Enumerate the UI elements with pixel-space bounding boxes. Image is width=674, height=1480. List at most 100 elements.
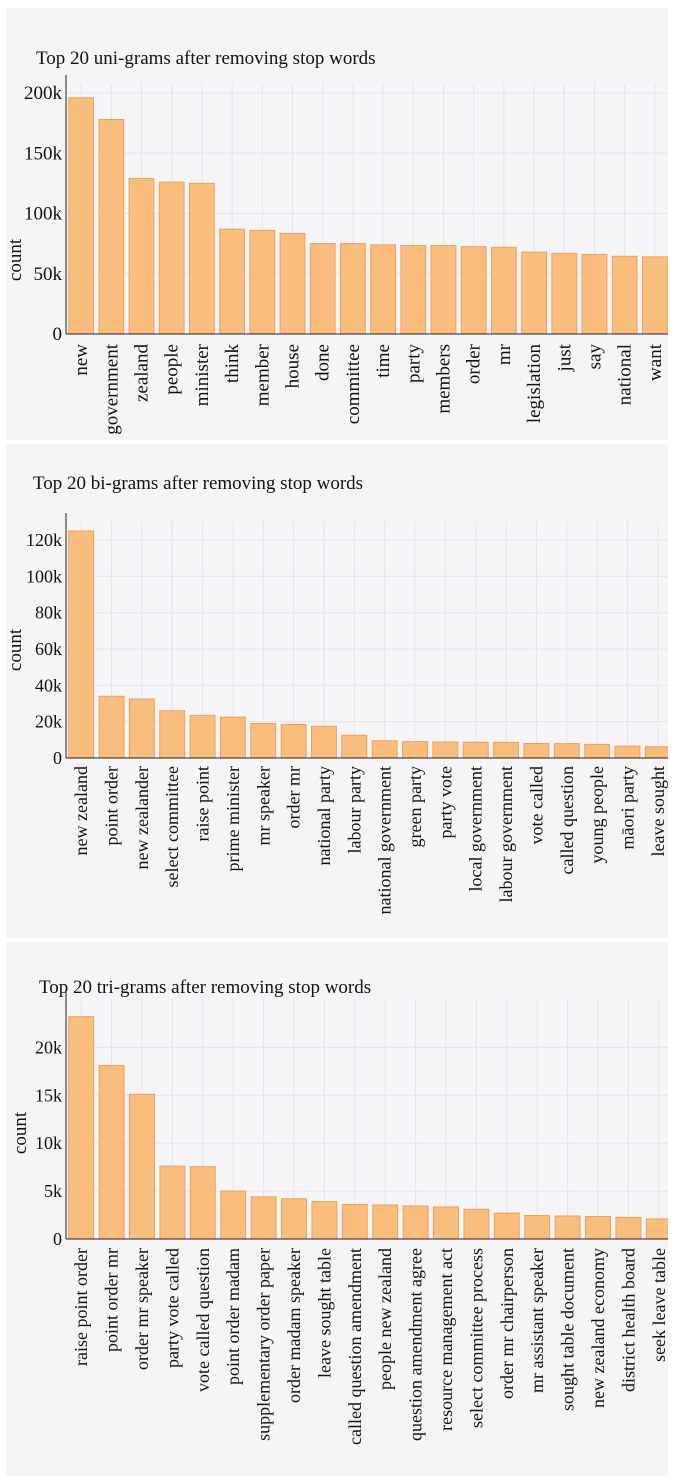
bigram-bar-5 bbox=[189, 714, 216, 759]
unigram-x-tick-label: new bbox=[71, 344, 92, 376]
trigram-x-tick-label: supplementary order paper bbox=[254, 1248, 274, 1441]
unigram-x-tick-label: want bbox=[645, 343, 666, 381]
unigram-x-tick-label: government bbox=[101, 343, 122, 434]
unigram-bar-14 bbox=[460, 246, 487, 335]
unigram-x-tick-label: think bbox=[222, 344, 243, 384]
unigram-x-tick-label: national bbox=[615, 344, 636, 405]
trigram-bar-20 bbox=[645, 1218, 668, 1240]
unigram-x-tick-label: minister bbox=[192, 343, 213, 406]
unigram-bar-3 bbox=[128, 178, 155, 335]
bigram-bar-14 bbox=[462, 741, 489, 759]
unigram-x-tick-label: done bbox=[313, 344, 334, 381]
trigram-bar-15 bbox=[493, 1212, 520, 1240]
trigram-x-tick-label: leave sought table bbox=[314, 1248, 334, 1378]
unigram-y-axis-label: count bbox=[6, 238, 26, 281]
bigram-bar-18 bbox=[584, 743, 611, 759]
bigram-x-tick-label: new zealander bbox=[132, 766, 152, 869]
unigram-bar-8 bbox=[279, 232, 306, 335]
bigram-bar-7 bbox=[250, 722, 277, 759]
bigram-x-tick-label: vote called bbox=[526, 766, 546, 844]
unigram-bar-4 bbox=[158, 181, 185, 335]
bigram-x-tick-label: young people bbox=[587, 766, 607, 863]
unigram-bar-15 bbox=[491, 246, 517, 335]
unigram-x-tick-label: people bbox=[162, 344, 183, 395]
trigram-x-tick-label: select committee process bbox=[466, 1248, 486, 1428]
trigram-bar-13 bbox=[433, 1206, 459, 1240]
bigram-x-tick-label: local government bbox=[466, 766, 486, 891]
trigram-bar-1 bbox=[68, 1016, 95, 1240]
trigram-chart-panel: Top 20 tri-grams after removing stop wor… bbox=[6, 942, 668, 1476]
trigram-y-tick-label: 5k bbox=[44, 1181, 62, 1201]
trigram-x-tick-label: vote called question bbox=[193, 1248, 213, 1392]
unigram-y-tick-label: 200k bbox=[24, 83, 63, 104]
unigram-y-tick-label: 100k bbox=[24, 204, 63, 225]
bigram-bar-19 bbox=[614, 745, 641, 759]
unigram-bar-5 bbox=[189, 182, 215, 335]
unigram-bar-13 bbox=[430, 244, 457, 335]
trigram-x-tick-label: order madam speaker bbox=[284, 1248, 304, 1403]
bigram-y-tick-label: 40k bbox=[35, 675, 62, 695]
unigram-bar-18 bbox=[581, 253, 608, 335]
unigram-bar-20 bbox=[642, 256, 668, 335]
bigram-bar-4 bbox=[159, 710, 186, 759]
unigram-bar-2 bbox=[98, 119, 125, 335]
trigram-bar-18 bbox=[585, 1215, 611, 1240]
bigram-x-tick-label: māori party bbox=[617, 766, 637, 849]
unigram-bar-19 bbox=[611, 255, 638, 335]
trigram-y-tick-label: 15k bbox=[35, 1085, 62, 1105]
trigram-x-tick-label: party vote called bbox=[162, 1248, 182, 1368]
bigram-x-tick-label: national party bbox=[314, 766, 334, 865]
bigram-y-tick-label: 0 bbox=[53, 748, 62, 768]
trigram-x-tick-label: seek leave table bbox=[649, 1248, 668, 1362]
trigram-bar-14 bbox=[463, 1208, 490, 1240]
trigram-x-tick-label: mr assistant speaker bbox=[527, 1248, 547, 1393]
trigram-bar-10 bbox=[341, 1204, 368, 1240]
bigram-bar-10 bbox=[341, 734, 368, 759]
trigram-x-tick-label: order mr speaker bbox=[132, 1248, 152, 1370]
unigram-bar-6 bbox=[219, 228, 245, 335]
bigram-bar-15 bbox=[493, 741, 520, 759]
unigram-bar-12 bbox=[400, 244, 427, 335]
bigram-y-tick-label: 60k bbox=[35, 639, 62, 659]
trigram-x-tick-label: new zealand economy bbox=[588, 1248, 608, 1408]
unigram-bar-1 bbox=[68, 97, 94, 335]
bigram-y-tick-label: 100k bbox=[26, 566, 62, 586]
unigram-y-tick-label: 0 bbox=[53, 324, 63, 345]
unigram-bar-9 bbox=[309, 243, 336, 335]
bigram-bar-9 bbox=[311, 725, 337, 759]
trigram-bar-9 bbox=[311, 1201, 338, 1240]
unigram-bar-10 bbox=[340, 243, 366, 335]
unigram-chart: Top 20 uni-grams after removing stop wor… bbox=[6, 48, 668, 435]
trigram-y-tick-label: 10k bbox=[35, 1133, 62, 1153]
unigram-x-tick-label: party bbox=[403, 344, 424, 384]
bigram-bar-6 bbox=[219, 716, 246, 759]
bigram-chart: Top 20 bi-grams after removing stop word… bbox=[6, 473, 668, 914]
trigram-x-tick-label: question amendment agree bbox=[406, 1248, 426, 1441]
trigram-y-tick-label: 0 bbox=[53, 1229, 62, 1249]
trigram-bar-3 bbox=[129, 1093, 155, 1240]
trigram-x-tick-label: district health board bbox=[618, 1248, 638, 1392]
bigram-bar-12 bbox=[402, 741, 428, 759]
trigram-bar-19 bbox=[615, 1216, 642, 1240]
trigram-bar-5 bbox=[189, 1166, 216, 1240]
unigram-bar-7 bbox=[249, 229, 276, 335]
unigram-x-tick-label: just bbox=[554, 343, 575, 372]
trigram-chart-title: Top 20 tri-grams after removing stop wor… bbox=[39, 977, 371, 998]
bigram-chart-title: Top 20 bi-grams after removing stop word… bbox=[33, 473, 363, 494]
unigram-y-tick-label: 50k bbox=[34, 264, 63, 285]
bigram-bar-3 bbox=[128, 698, 155, 759]
trigram-bar-11 bbox=[372, 1204, 399, 1240]
unigram-x-tick-label: committee bbox=[343, 344, 364, 424]
trigram-x-tick-label: people new zealand bbox=[375, 1248, 395, 1390]
unigram-x-tick-label: members bbox=[434, 344, 455, 414]
bigram-y-tick-label: 120k bbox=[26, 530, 62, 550]
unigram-bar-16 bbox=[521, 251, 547, 335]
bigram-x-tick-label: labour party bbox=[344, 766, 364, 853]
trigram-bar-16 bbox=[524, 1215, 551, 1240]
bigram-bar-17 bbox=[553, 743, 580, 759]
trigram-bar-12 bbox=[402, 1205, 429, 1240]
bigram-y-tick-label: 20k bbox=[35, 712, 62, 732]
unigram-x-tick-label: time bbox=[373, 344, 394, 378]
unigram-x-tick-label: member bbox=[252, 343, 273, 406]
trigram-x-tick-label: sought table document bbox=[558, 1248, 578, 1411]
